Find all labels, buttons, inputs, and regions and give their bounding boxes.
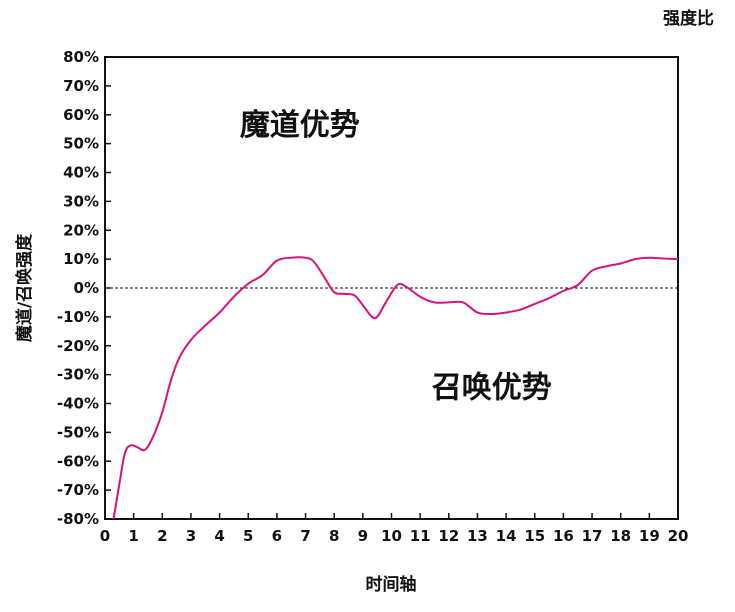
y-tick-label: 70%: [63, 77, 99, 95]
x-tick-label: 13: [467, 527, 488, 545]
x-axis-label: 时间轴: [366, 574, 417, 595]
y-tick-label: 80%: [63, 48, 99, 66]
y-axis-ticks: 80% 70% 60% 50% 40% 30% 20% 10% 0% -10% -20% -30% -4…: [57, 48, 111, 528]
x-tick-label: 16: [553, 527, 574, 545]
x-tick-label: 20: [668, 527, 689, 545]
x-tick-label: 0: [100, 527, 110, 545]
x-tick-label: 10: [381, 527, 402, 545]
y-tick-label: 40%: [63, 164, 99, 182]
x-tick-label: 12: [438, 527, 459, 545]
y-tick-label: -60%: [57, 452, 99, 470]
x-tick-label: 5: [243, 527, 253, 545]
y-tick-label: 30%: [63, 192, 99, 210]
y-tick-label: -40%: [57, 395, 99, 413]
series-line: [112, 256, 679, 520]
y-tick-label: 0%: [74, 279, 99, 297]
y-tick-label: -30%: [57, 366, 99, 384]
summon-advantage-label: 召唤优势: [431, 371, 552, 406]
x-tick-label: 2: [157, 527, 167, 545]
y-tick-label: 50%: [63, 135, 99, 153]
y-tick-label: 60%: [63, 106, 99, 124]
x-tick-label: 11: [410, 527, 431, 545]
x-axis-ticks: 0 1 2 3 4 5 6 7 8 9 10 11 12 13 14 15 16 17 18 19 20: [100, 513, 689, 545]
y-tick-label: -80%: [57, 510, 99, 528]
y-tick-label: 10%: [63, 250, 99, 268]
x-tick-label: 18: [610, 527, 631, 545]
x-tick-label: 3: [186, 527, 196, 545]
y-tick-label: -20%: [57, 337, 99, 355]
x-tick-label: 1: [128, 527, 138, 545]
y-tick-label: 20%: [63, 221, 99, 239]
magic-advantage-label: 魔道优势: [240, 108, 360, 143]
chart-title: 强度比: [663, 8, 714, 29]
x-tick-label: 7: [300, 527, 310, 545]
x-tick-label: 9: [358, 527, 368, 545]
x-tick-label: 14: [496, 527, 517, 545]
x-tick-label: 15: [524, 527, 545, 545]
y-tick-label: -70%: [57, 481, 99, 499]
x-tick-label: 6: [272, 527, 282, 545]
y-tick-label: -50%: [57, 423, 99, 441]
x-tick-label: 19: [639, 527, 660, 545]
y-axis-label: 魔道/召唤强度: [14, 233, 35, 342]
x-tick-label: 4: [214, 527, 224, 545]
x-tick-label: 8: [329, 527, 339, 545]
y-tick-label: -10%: [57, 308, 99, 326]
x-tick-label: 17: [582, 527, 603, 545]
